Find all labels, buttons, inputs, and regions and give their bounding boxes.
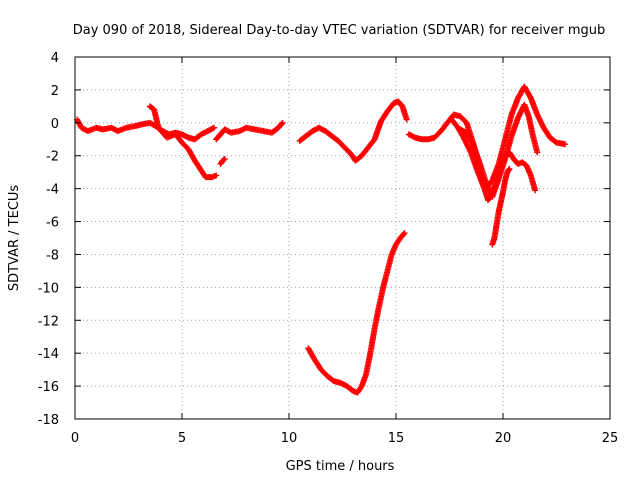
x-tick-label: 25	[602, 431, 619, 446]
data-point	[403, 116, 410, 123]
data-point	[279, 119, 286, 126]
y-tick-label: -18	[38, 413, 59, 428]
data-point	[532, 187, 539, 194]
series-segment-2	[146, 103, 218, 143]
y-tick-label: -2	[46, 150, 59, 165]
data-point	[505, 166, 512, 173]
y-tick-label: 2	[51, 84, 59, 99]
data-point	[221, 156, 228, 163]
data-point	[401, 230, 408, 237]
y-axis-label: SDTVAR / TECUs	[7, 185, 22, 292]
data-point	[211, 124, 218, 131]
series-segment-3	[213, 119, 286, 143]
series-segment-4	[217, 156, 228, 167]
data-point	[213, 172, 220, 179]
y-tick-label: -14	[38, 347, 59, 362]
plot-frame	[74, 56, 611, 420]
y-tick-label: 0	[51, 117, 59, 132]
y-tick-label: 4	[51, 51, 59, 66]
x-tick-label: 15	[388, 431, 405, 446]
series-segment-9	[457, 101, 541, 200]
x-tick-label: 20	[495, 431, 512, 446]
series-segment-10	[489, 165, 513, 248]
series-segment-7	[405, 83, 569, 192]
chart-title: Day 090 of 2018, Sidereal Day-to-day VTE…	[73, 23, 606, 38]
grid-lines	[75, 57, 610, 419]
data-point	[562, 141, 569, 148]
data-point	[220, 156, 227, 163]
y-tick-label: -16	[38, 380, 59, 395]
data-point	[400, 231, 407, 238]
y-tick-label: -4	[46, 183, 59, 198]
y-tick-label: -10	[38, 281, 59, 296]
data-point	[534, 149, 541, 156]
x-tick-label: 0	[71, 431, 79, 446]
data-point	[506, 165, 513, 172]
y-tick-label: -6	[46, 216, 59, 231]
series-segment-6	[305, 230, 408, 396]
series-segment-5	[296, 98, 410, 164]
x-axis-label: GPS time / hours	[286, 459, 395, 474]
x-tick-label: 5	[178, 431, 186, 446]
series-segment-1	[74, 116, 220, 181]
y-tick-label: -8	[46, 248, 59, 263]
x-tick-label: 10	[281, 431, 298, 446]
data-points	[74, 83, 569, 396]
data-point	[278, 120, 285, 127]
y-tick-label: -12	[38, 314, 59, 329]
